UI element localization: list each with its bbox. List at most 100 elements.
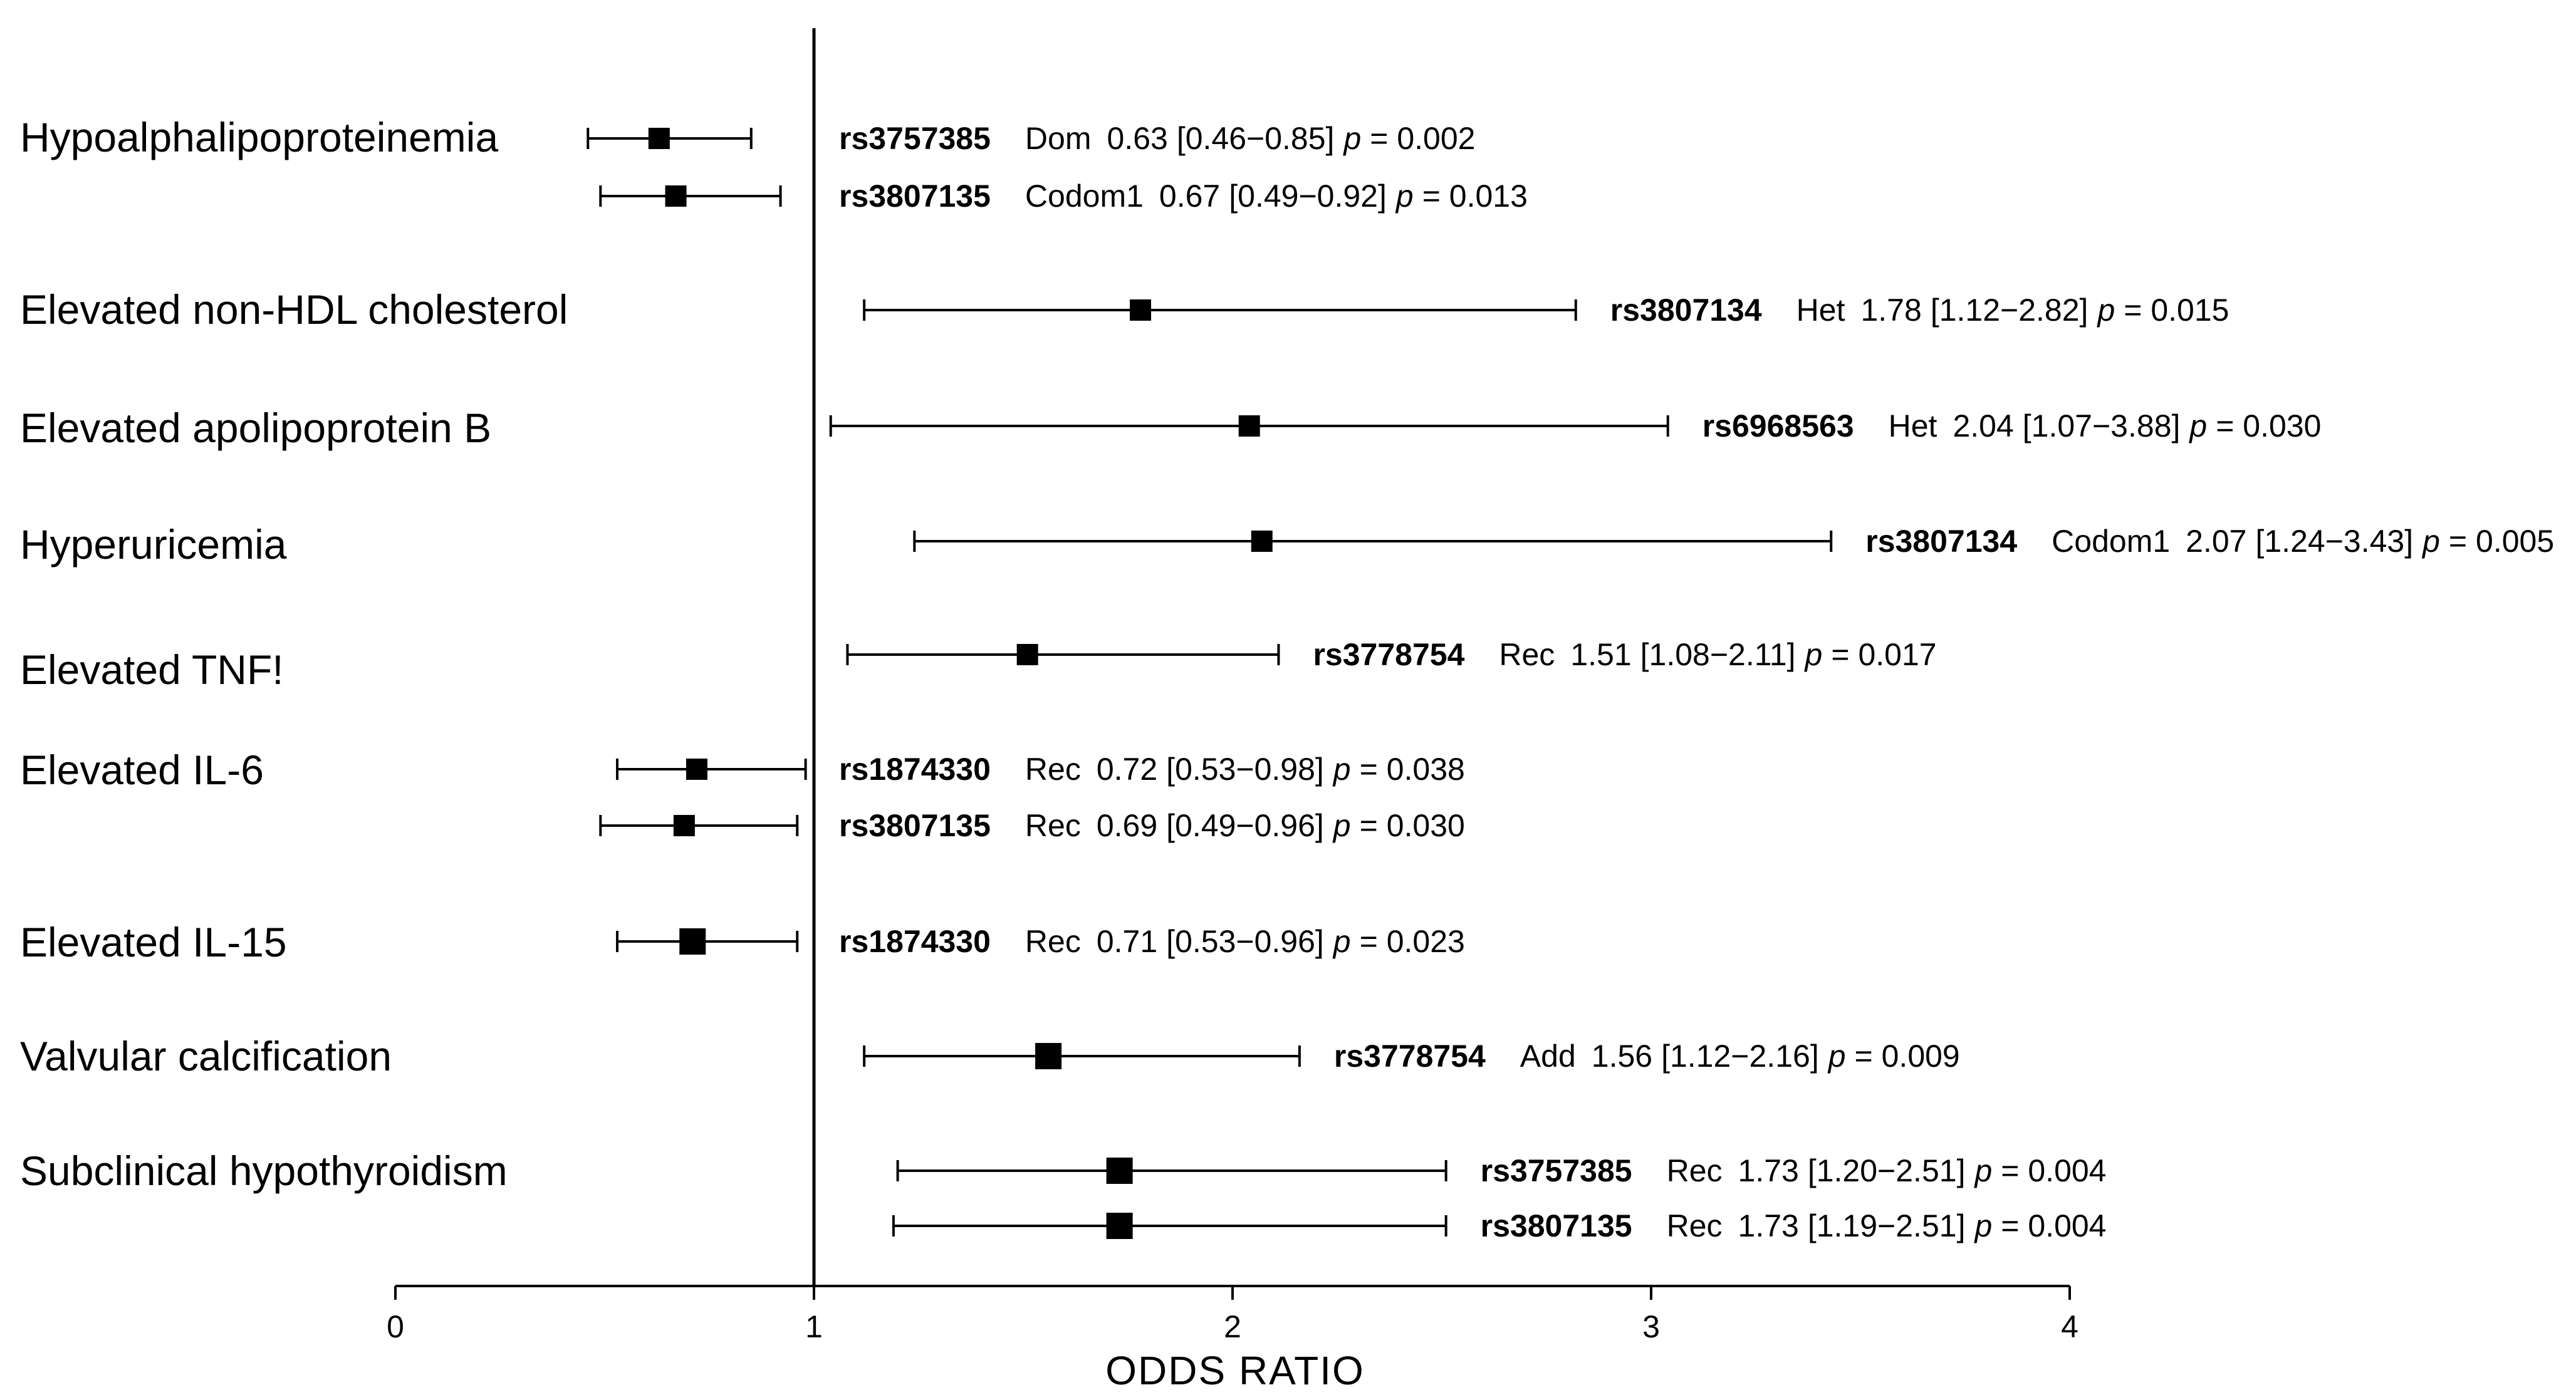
snp-id: rs3807134 — [1610, 293, 1762, 328]
estimate-rows: rs3757385 Dom 0.63 [0.46−0.85] p = 0.002rs380… — [587, 121, 2554, 1243]
p-value: = 0.009 — [1855, 1039, 1960, 1074]
point-estimate-marker — [1016, 644, 1038, 665]
estimate-annotation: rs3807135 Codom1 0.67 [0.49−0.92] p = 0.013 — [839, 179, 1528, 214]
estimate-annotation: rs3757385 Rec 1.73 [1.20−2.51] p = 0.004 — [1481, 1153, 2107, 1188]
point-estimate-marker — [648, 128, 670, 149]
snp-id: rs3757385 — [839, 121, 991, 156]
p-label: p — [1332, 924, 1351, 959]
x-tick-label: 2 — [1224, 1309, 1241, 1344]
snp-id: rs1874330 — [839, 924, 991, 959]
estimate-annotation: rs3757385 Dom 0.63 [0.46−0.85] p = 0.002 — [839, 121, 1475, 156]
snp-id: rs3807135 — [839, 808, 991, 843]
p-label: p — [1395, 179, 1414, 214]
odds-ratio-value: 2.07 — [2186, 524, 2246, 559]
snp-id: rs3807134 — [1865, 524, 2017, 559]
genetic-model: Codom1 — [2052, 524, 2170, 559]
confidence-interval: [0.46−0.85] — [1177, 121, 1335, 156]
condition-label: Valvular calcification — [20, 1033, 392, 1079]
p-label: p — [1973, 1153, 1992, 1188]
estimate-annotation: rs3778754 Add 1.56 [1.12−2.16] p = 0.009 — [1334, 1039, 1960, 1074]
genetic-model: Rec — [1025, 752, 1081, 787]
p-label: p — [2188, 408, 2207, 443]
point-estimate-marker — [679, 928, 706, 955]
snp-id: rs6968563 — [1703, 408, 1854, 443]
p-value: = 0.015 — [2124, 293, 2229, 328]
x-tick-label: 3 — [1642, 1309, 1660, 1344]
odds-ratio-value: 0.71 — [1097, 924, 1157, 959]
estimate-row: rs6968563 Het 2.04 [1.07−3.88] p = 0.030 — [829, 408, 2322, 443]
snp-id: rs3807135 — [839, 179, 991, 214]
odds-ratio-value: 1.51 — [1570, 637, 1631, 672]
point-estimate-marker — [1130, 299, 1152, 321]
p-label: p — [2096, 293, 2115, 328]
confidence-interval: [0.49−0.92] — [1229, 179, 1387, 214]
odds-ratio-value: 0.63 — [1107, 121, 1168, 156]
estimate-row: rs3807135 Rec 0.69 [0.49−0.96] p = 0.030 — [599, 808, 1465, 843]
confidence-interval: [1.12−2.82] — [1931, 293, 2088, 328]
estimate-annotation: rs3807134 Codom1 2.07 [1.24−3.43] p = 0.005 — [1865, 524, 2554, 559]
odds-ratio-value: 0.69 — [1097, 808, 1157, 843]
condition-label: Elevated IL-6 — [20, 747, 264, 793]
genetic-model: Het — [1889, 408, 1937, 443]
x-axis: 0 1 2 3 4 — [387, 1285, 2078, 1344]
p-label: p — [1804, 637, 1823, 672]
genetic-model: Rec — [1025, 924, 1081, 959]
p-value: = 0.038 — [1360, 752, 1465, 787]
estimate-row: rs3757385 Dom 0.63 [0.46−0.85] p = 0.002 — [587, 121, 1475, 156]
point-estimate-marker — [1251, 531, 1273, 552]
estimate-annotation: rs3807135 Rec 1.73 [1.19−2.51] p = 0.004 — [1481, 1208, 2107, 1243]
odds-ratio-value: 1.56 — [1592, 1039, 1652, 1074]
estimate-row: rs3778754 Add 1.56 [1.12−2.16] p = 0.009 — [863, 1039, 1960, 1074]
genetic-model: Dom — [1025, 121, 1092, 156]
odds-ratio-value: 0.72 — [1097, 752, 1157, 787]
p-value: = 0.013 — [1422, 179, 1528, 214]
point-estimate-marker — [1035, 1043, 1062, 1069]
estimate-annotation: rs3807135 Rec 0.69 [0.49−0.96] p = 0.030 — [839, 808, 1465, 843]
p-value: = 0.004 — [2001, 1153, 2106, 1188]
p-label: p — [1332, 808, 1351, 843]
odds-ratio-value: 0.67 — [1159, 179, 1220, 214]
genetic-model: Rec — [1025, 808, 1081, 843]
snp-id: rs3807135 — [1481, 1208, 1632, 1243]
snp-id: rs3778754 — [1334, 1039, 1486, 1074]
snp-id: rs3778754 — [1313, 637, 1464, 672]
p-label: p — [1342, 121, 1361, 156]
condition-label: Elevated IL-15 — [20, 919, 287, 965]
odds-ratio-value: 1.73 — [1738, 1208, 1799, 1243]
odds-ratio-value: 1.78 — [1860, 293, 1921, 328]
confidence-interval: [1.07−3.88] — [2023, 408, 2181, 443]
point-estimate-marker — [673, 815, 695, 836]
condition-label: Hypoalphalipoproteinemia — [20, 114, 498, 160]
estimate-row: rs3807135 Codom1 0.67 [0.49−0.92] p = 0.013 — [599, 179, 1528, 214]
condition-label: Elevated TNF! — [20, 646, 284, 693]
estimate-row: rs1874330 Rec 0.71 [0.53−0.96] p = 0.023 — [616, 924, 1465, 959]
estimate-row: rs3807134 Codom1 2.07 [1.24−3.43] p = 0.005 — [913, 524, 2554, 559]
snp-id: rs1874330 — [839, 752, 991, 787]
point-estimate-marker — [1238, 415, 1260, 437]
estimate-annotation: rs1874330 Rec 0.71 [0.53−0.96] p = 0.023 — [839, 924, 1465, 959]
condition-label: Elevated apolipoprotein B — [20, 405, 491, 451]
p-value: = 0.017 — [1831, 637, 1936, 672]
p-value: = 0.030 — [1360, 808, 1465, 843]
condition-labels: Hypoalphalipoproteinemia Elevated non-HDL… — [20, 114, 568, 1194]
estimate-annotation: rs1874330 Rec 0.72 [0.53−0.98] p = 0.038 — [839, 752, 1465, 787]
point-estimate-marker — [1106, 1158, 1133, 1184]
estimate-annotation: rs6968563 Het 2.04 [1.07−3.88] p = 0.030 — [1703, 408, 2322, 443]
x-tick-label: 0 — [387, 1309, 404, 1344]
genetic-model: Codom1 — [1025, 179, 1144, 214]
point-estimate-marker — [686, 759, 707, 780]
point-estimate-marker — [665, 185, 687, 207]
odds-ratio-value: 2.04 — [1953, 408, 2013, 443]
snp-id: rs3757385 — [1481, 1153, 1632, 1188]
p-label: p — [2421, 524, 2440, 559]
confidence-interval: [1.12−2.16] — [1661, 1039, 1819, 1074]
p-value: = 0.023 — [1360, 924, 1465, 959]
confidence-interval: [1.24−3.43] — [2255, 524, 2413, 559]
point-estimate-marker — [1106, 1213, 1133, 1239]
odds-ratio-value: 1.73 — [1738, 1153, 1799, 1188]
genetic-model: Rec — [1499, 637, 1555, 672]
p-value: = 0.002 — [1370, 121, 1475, 156]
condition-label: Hyperuricemia — [20, 521, 287, 568]
estimate-row: rs3807135 Rec 1.73 [1.19−2.51] p = 0.004 — [892, 1208, 2107, 1243]
